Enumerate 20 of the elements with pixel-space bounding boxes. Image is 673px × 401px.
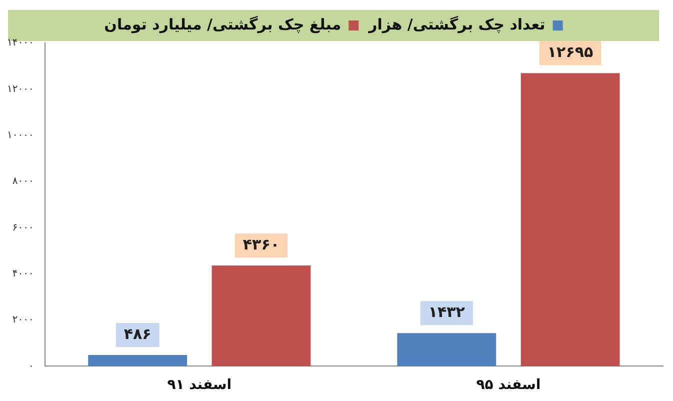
data-label: ۱۲۶۹۵ bbox=[547, 43, 594, 62]
legend-label: مبلغ چک برگشتی/ میلیارد تومان bbox=[104, 15, 342, 34]
y-tick-label: ۰ bbox=[28, 360, 34, 372]
bar bbox=[520, 73, 620, 366]
y-tick-label: ۲۰۰۰ bbox=[12, 314, 34, 326]
bar bbox=[397, 333, 496, 366]
data-label: ۴۳۶۰ bbox=[242, 235, 280, 254]
data-label: ۴۸۶ bbox=[124, 324, 152, 343]
y-tick-label: ۱۴۰۰۰ bbox=[6, 38, 34, 49]
y-tick-label: ۱۲۰۰۰ bbox=[6, 84, 34, 95]
y-tick-label: ۱۰۰۰۰ bbox=[6, 130, 34, 141]
data-label: ۱۴۳۲ bbox=[428, 303, 465, 322]
bar bbox=[212, 266, 311, 366]
y-tick-label: ۸۰۰۰ bbox=[12, 176, 34, 188]
x-tick-label: اسفند ۹۵ bbox=[476, 377, 541, 394]
y-tick-label: ۴۰۰۰ bbox=[12, 268, 34, 280]
legend-label: تعداد چک برگشتی/ هزار bbox=[368, 15, 546, 34]
y-tick-label: ۶۰۰۰ bbox=[12, 222, 34, 234]
bar bbox=[88, 354, 188, 366]
x-tick-label: اسفند ۹۱ bbox=[167, 377, 232, 394]
